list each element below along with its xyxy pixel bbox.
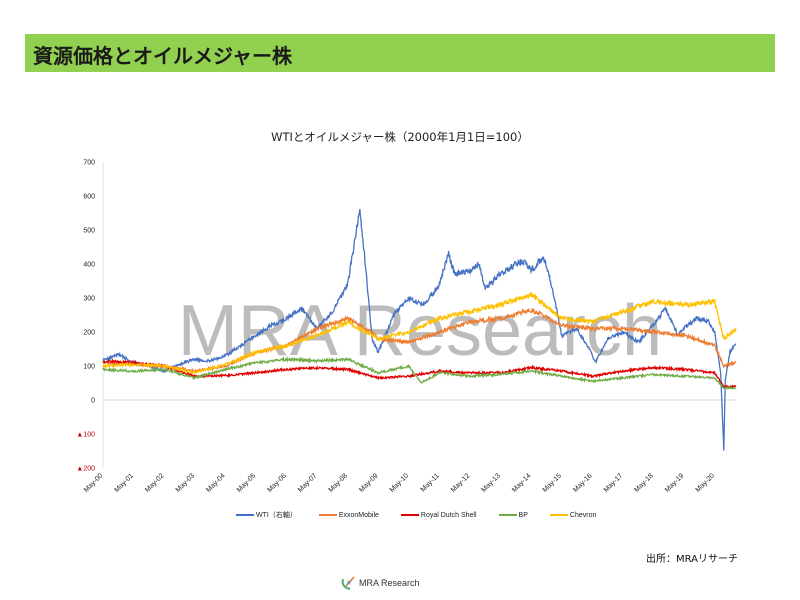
legend-item: Royal Dutch Shell	[400, 510, 477, 520]
x-tick-label: May-13	[480, 472, 502, 494]
x-tick-label: May-15	[542, 472, 564, 494]
y-tick-label: 500	[83, 228, 95, 235]
legend-item: ExxonMobile	[318, 510, 379, 520]
series-line-3	[102, 355, 737, 391]
x-tick-label: May-00	[83, 472, 105, 494]
y-tick-label: 600	[83, 194, 95, 201]
x-tick-label: May-05	[236, 472, 258, 494]
series-line-4	[102, 292, 737, 375]
y-tick-label: 200	[83, 330, 95, 337]
x-tick-label: May-04	[205, 472, 227, 494]
x-tick-label: May-20	[695, 472, 717, 494]
x-tick-label: May-01	[114, 472, 136, 494]
legend-swatch	[549, 514, 568, 516]
y-tick-label: 100	[83, 364, 95, 371]
legend-swatch	[236, 514, 254, 516]
x-tick-label: May-11	[420, 472, 441, 493]
legend-label: WTI（右軸）	[256, 512, 297, 519]
legend-label: Royal Dutch Shell	[420, 511, 477, 519]
legend-item: WTI（右軸）	[236, 510, 297, 520]
x-tick-label: May-16	[572, 472, 594, 494]
y-tick-label: ▲200	[76, 466, 95, 473]
x-tick-label: May-10	[389, 472, 411, 494]
y-tick-label: 400	[83, 262, 95, 269]
company-logo: ✳ MRA Research	[340, 575, 420, 591]
x-tick-label: May-06	[266, 472, 288, 494]
chart-title: WTIとオイルメジャー株（2000年1月1日=100）	[271, 130, 529, 144]
x-tick-label: May-08	[328, 472, 350, 494]
legend-label: BP	[518, 511, 528, 519]
legend-swatch	[318, 514, 337, 516]
page-title: 資源価格とオイルメジャー株	[33, 44, 292, 68]
x-tick-label: May-17	[603, 472, 625, 494]
series-line-1	[102, 307, 737, 374]
logo-text: MRA Research	[359, 578, 420, 588]
svg-text:✳: ✳	[346, 579, 352, 587]
x-tick-label: May-03	[175, 472, 197, 494]
x-tick-label: May-14	[511, 472, 533, 494]
chart-legend: WTI（右軸） ExxonMobile Royal Dutch Shell BP Che…	[236, 510, 596, 520]
legend-item: BP	[498, 510, 528, 520]
x-tick-label: May-07	[297, 472, 319, 494]
title-bar: 資源価格とオイルメジャー株	[25, 34, 775, 72]
series-line-0	[102, 208, 737, 451]
x-tick-label: May-19	[664, 472, 686, 494]
y-tick-label: ▲100	[76, 432, 95, 439]
legend-label: ExxonMobile	[338, 511, 379, 519]
legend-swatch	[498, 514, 517, 516]
logo-icon: ✳	[341, 576, 355, 590]
legend-label: Chevron	[569, 511, 597, 519]
y-tick-label: 700	[83, 160, 95, 167]
x-tick-label: May-12	[450, 472, 472, 494]
y-tick-label: 300	[83, 296, 95, 303]
legend-item: Chevron	[549, 510, 597, 520]
legend-swatch	[400, 514, 419, 516]
x-tick-label: May-02	[144, 472, 166, 494]
x-tick-label: May-09	[358, 472, 380, 494]
series-line-2	[102, 358, 737, 389]
y-tick-label: 0	[91, 398, 95, 405]
x-tick-label: May-18	[633, 472, 655, 494]
source-note: 出所：MRAリサーチ	[645, 554, 738, 565]
